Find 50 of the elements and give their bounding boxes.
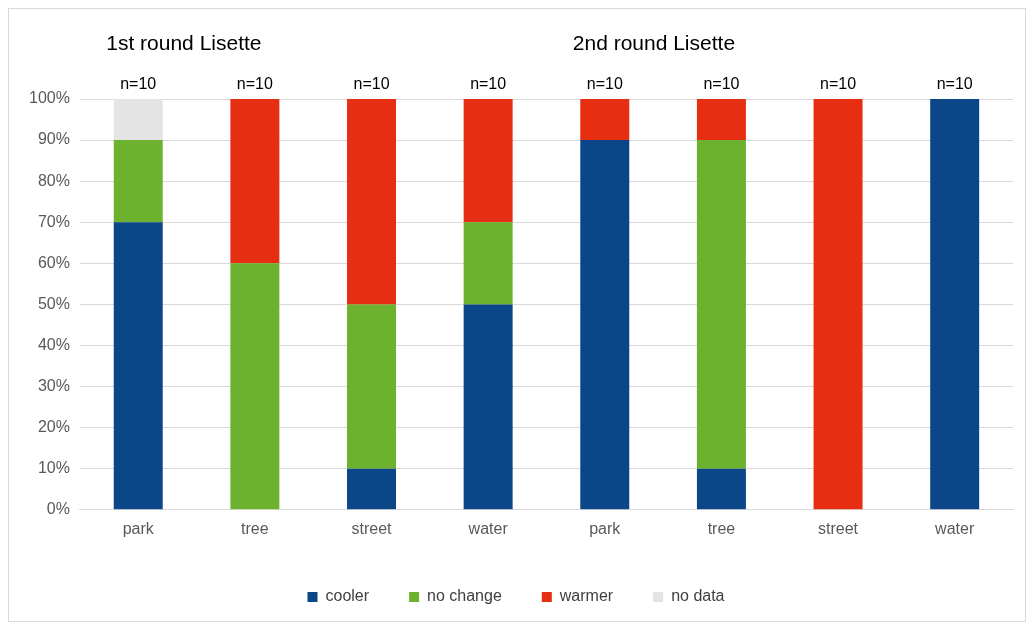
bar [580,99,630,141]
bar [930,99,980,510]
legend-label: cooler [325,587,370,605]
y-tick-label: 100% [29,89,70,107]
y-tick-label: 50% [37,294,70,312]
text: n=10 [586,75,623,93]
bar [580,140,630,510]
y-tick-label: 90% [37,130,70,148]
legend-label: warmer [558,587,614,605]
text: n=10 [120,75,157,93]
y-tick-label: 0% [46,500,70,518]
text: n=10 [936,75,973,93]
text: 2nd round Lisette [572,31,736,55]
bar [347,468,396,510]
x-tick-label: street [351,519,393,537]
y-tick-label: 30% [37,376,70,394]
bar [230,263,280,510]
bar [696,140,746,469]
text: n=10 [236,75,273,93]
x-tick-label: water [934,519,975,537]
x-tick-label: water [467,519,509,537]
bar [813,99,863,510]
y-tick-label: 80% [37,171,70,189]
bar [347,304,396,469]
x-tick-label: street [818,519,859,537]
bar [696,99,746,141]
bar [463,222,513,305]
bar [463,99,513,223]
text: n=10 [353,75,390,93]
x-tick-label: park [122,519,155,537]
y-tick-label: 70% [37,212,70,230]
bar [463,304,513,510]
y-tick-label: 20% [37,418,70,436]
x-tick-label: park [589,519,622,537]
text: n=10 [470,75,507,93]
bar [230,99,280,264]
x-tick-label: tree [707,519,736,537]
y-tick-label: 10% [37,459,70,477]
text: n=10 [703,75,740,93]
bar [113,222,163,510]
y-tick-label: 40% [37,335,70,353]
y-tick-label: 60% [37,253,70,271]
bar [113,140,163,223]
legend-label: no data [671,587,725,605]
bar [696,468,746,510]
legend-label: no change [427,587,502,605]
x-tick-label: tree [241,519,269,537]
text: n=10 [820,75,857,93]
bar [347,99,396,305]
text: 1st round Lisette [106,31,262,55]
